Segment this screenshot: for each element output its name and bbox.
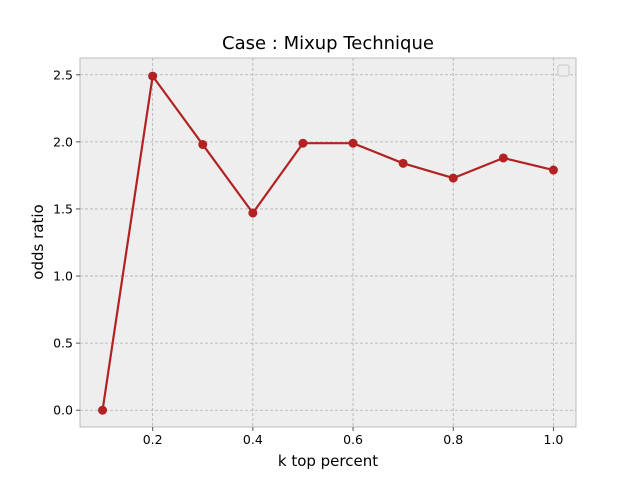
plot-area [79, 57, 577, 428]
data-point [348, 138, 358, 148]
data-point [298, 138, 308, 148]
x-tick-label: 0.2 [143, 432, 163, 447]
x-tick-label: 0.6 [343, 432, 363, 447]
data-point [198, 140, 208, 150]
y-axis-label: odds ratio [29, 204, 47, 279]
y-tick-label: 1.0 [53, 269, 73, 284]
data-point [498, 153, 508, 163]
y-tick-label: 2.5 [53, 67, 73, 82]
y-tick-label: 0.5 [53, 336, 73, 351]
axis-ticks: 0.2 0.4 0.6 0.8 1.0 0.0 0.5 1.0 1.5 2.0 2.5 [53, 67, 563, 447]
data-point [398, 158, 408, 168]
grid-lines [80, 58, 576, 427]
data-point [148, 71, 158, 81]
data-point [448, 173, 458, 183]
data-point [248, 208, 258, 218]
legend-box [557, 64, 570, 77]
y-tick-label: 2.0 [53, 134, 73, 149]
data-point [548, 165, 558, 175]
data-point [98, 405, 108, 415]
x-axis-label: k top percent [278, 452, 378, 470]
series-line [101, 75, 554, 411]
x-tick-label: 0.8 [443, 432, 463, 447]
y-tick-label: 0.0 [53, 403, 73, 418]
x-tick-label: 1.0 [544, 432, 564, 447]
series-layer [98, 71, 558, 415]
y-tick-label: 1.5 [53, 201, 73, 216]
x-tick-label: 0.4 [243, 432, 263, 447]
chart-title: Case : Mixup Technique [222, 33, 434, 54]
